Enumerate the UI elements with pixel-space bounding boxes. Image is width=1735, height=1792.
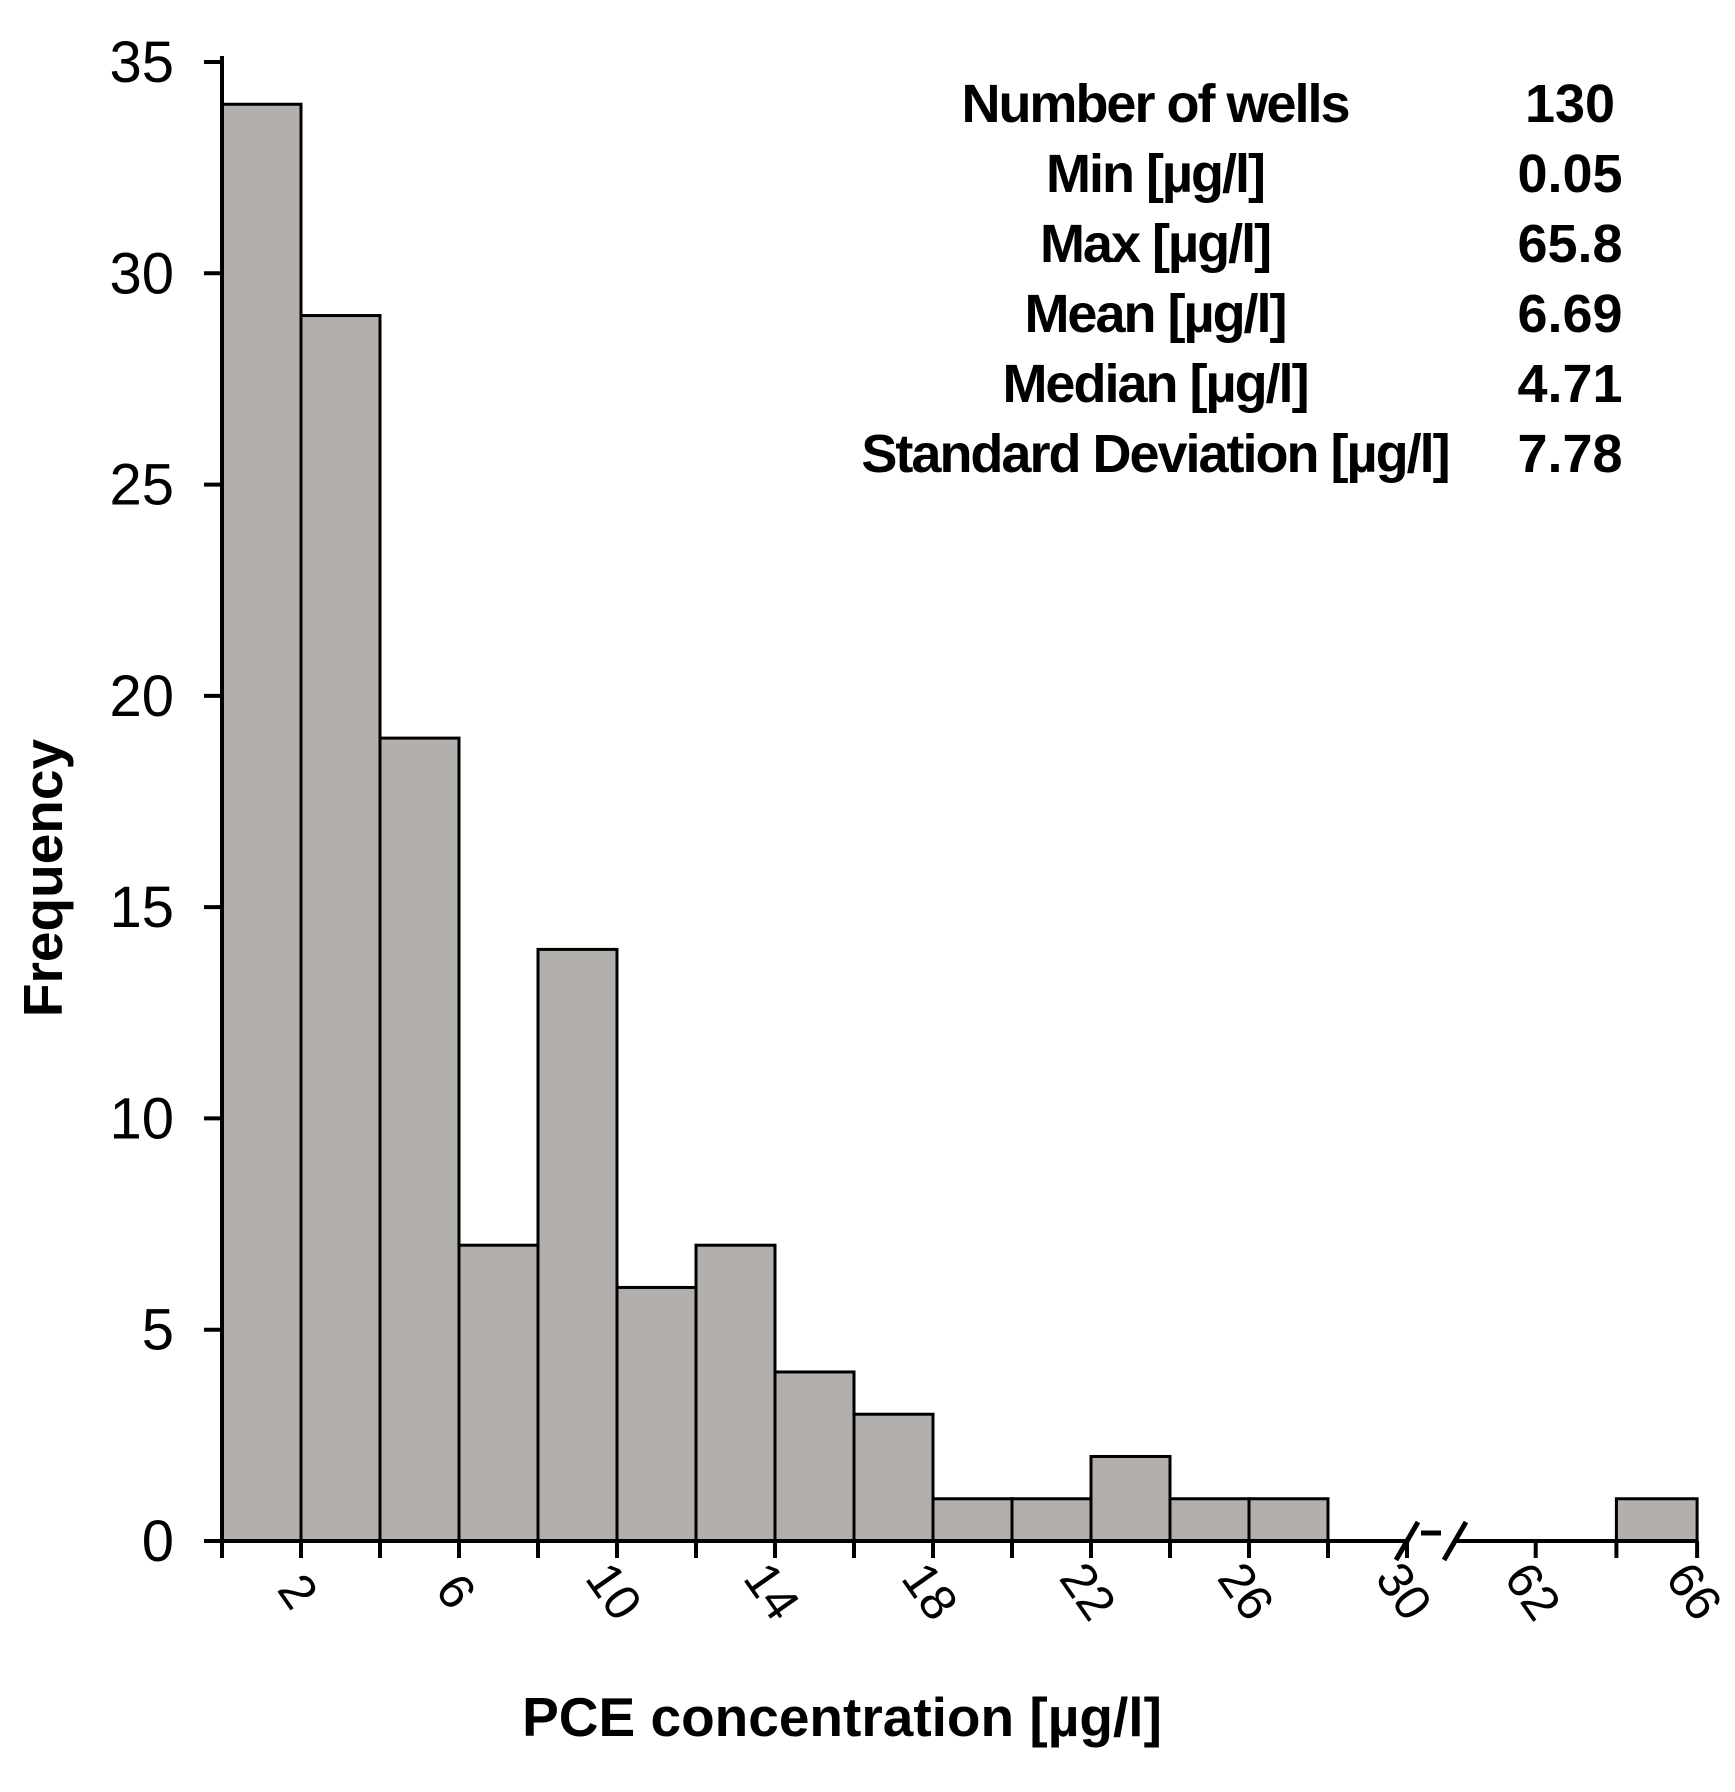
histogram-bar: [615, 1285, 698, 1543]
stats-row-label: Median [µg/l]: [1002, 354, 1307, 414]
histogram-bar: [694, 1243, 777, 1543]
histogram-bar: [457, 1243, 540, 1543]
axis-break-group: [1393, 1520, 1469, 1562]
stats-row-value: 65.8: [1517, 214, 1622, 274]
histogram-bar: [1010, 1497, 1093, 1543]
histogram-bar: [931, 1497, 1014, 1543]
y-axis-tick-label: 35: [109, 30, 174, 95]
y-axis-tick-label: 20: [109, 664, 174, 729]
x-ticks-group: 2 6 10 14 18 22 26 30 62 66: [220, 1541, 1733, 1630]
x-axis-tick-label: 14: [733, 1552, 811, 1630]
axis-break-slash: [1393, 1520, 1421, 1562]
histogram-bar: [220, 102, 303, 1543]
stats-row-label: Min [µg/l]: [1046, 144, 1264, 204]
histogram-bar: [773, 1370, 856, 1543]
y-axis-tick-label: 30: [109, 241, 174, 306]
stats-row-label: Mean [µg/l]: [1024, 284, 1285, 344]
stats-table: Number of wells 130 Min [µg/l] 0.05 Max …: [861, 74, 1622, 484]
histogram-bar: [1168, 1497, 1251, 1543]
y-axis-tick-label: 15: [109, 875, 174, 940]
histogram-bar: [1247, 1497, 1330, 1543]
stats-row-value: 0.05: [1517, 144, 1622, 204]
stats-row-label: Number of wells: [961, 74, 1348, 134]
y-axis-tick-label: 25: [109, 453, 174, 518]
x-axis-tick-label: 22: [1049, 1552, 1127, 1630]
x-axis-tick-label: 26: [1207, 1552, 1285, 1630]
y-axis-title: Frequency: [12, 739, 74, 1018]
y-axis-tick-label: 10: [109, 1086, 174, 1151]
stats-row-value: 4.71: [1517, 354, 1622, 414]
histogram-bar: [1089, 1454, 1172, 1543]
x-axis-title: PCE concentration [µg/l]: [522, 1686, 1162, 1748]
stats-row-value: 7.78: [1517, 424, 1622, 484]
y-axis-tick-label: 0: [142, 1509, 174, 1574]
histogram-bar: [299, 314, 382, 1543]
stats-row-label: Max [µg/l]: [1040, 214, 1270, 274]
bars-group: [220, 102, 1699, 1543]
x-axis-tick-label: 18: [891, 1552, 969, 1630]
y-ticks-group: 0 5 10 15 20 25 30 35: [109, 30, 222, 1574]
histogram-bar: [1614, 1497, 1699, 1543]
x-axis-tick-label: 2: [267, 1564, 329, 1619]
x-axis-tick-label: 62: [1494, 1552, 1572, 1630]
axis-break-slash: [1441, 1520, 1469, 1562]
x-axis-tick-label: 66: [1655, 1552, 1733, 1630]
x-axis-tick-label: 30: [1365, 1552, 1443, 1630]
stats-row-value: 6.69: [1517, 284, 1622, 344]
y-axis-tick-label: 5: [142, 1298, 174, 1363]
histogram-bar: [852, 1412, 935, 1543]
stats-row-value: 130: [1525, 74, 1615, 134]
axes-group: [220, 56, 1698, 1558]
histogram-bar: [536, 947, 619, 1543]
x-axis-tick-label: 10: [575, 1552, 653, 1630]
stats-row-label: Standard Deviation [µg/l]: [861, 424, 1448, 484]
x-axis-tick-label: 6: [425, 1564, 487, 1619]
histogram-bar: [378, 736, 461, 1543]
